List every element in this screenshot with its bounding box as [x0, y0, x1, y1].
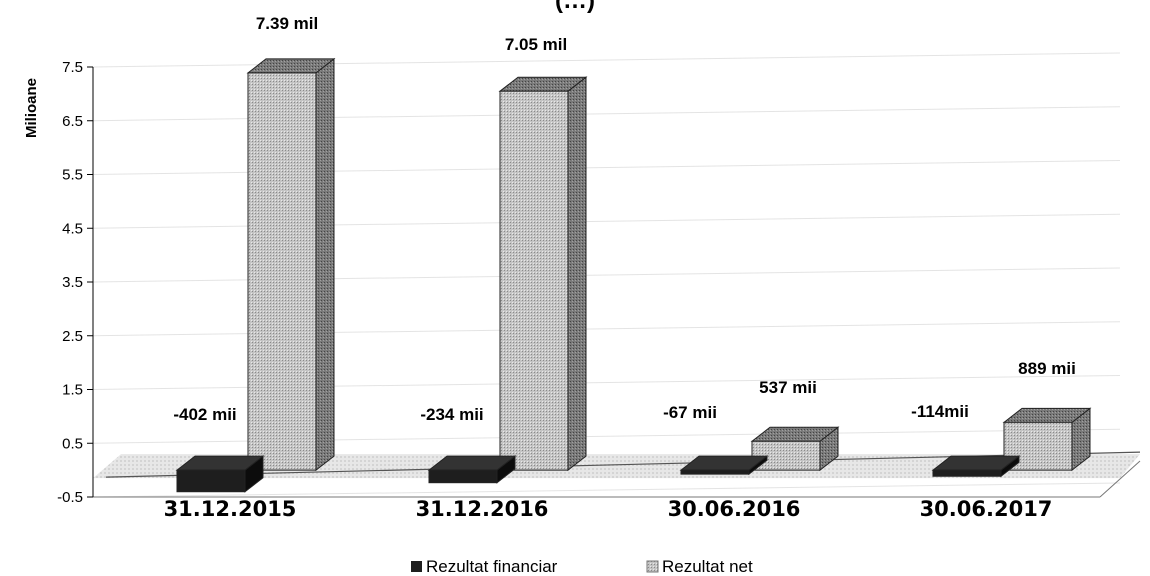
gridline: [92, 52, 1121, 68]
gridline: [92, 482, 1121, 498]
data-label-rezultat-net: 7.05 mil: [505, 35, 567, 54]
y-tick-label: 6.5: [62, 113, 83, 130]
bar-front: [176, 469, 246, 493]
gridlines: [92, 52, 1121, 498]
legend-swatch-rezultat-financiar: [411, 561, 422, 572]
y-tick-label: 1.5: [62, 382, 83, 399]
bar-rezultat-financiar-31-12-2016[interactable]: [427, 455, 517, 484]
data-label-rezultat-net: 889 mii: [1018, 359, 1076, 378]
bars: [175, 57, 1092, 493]
bar-rezultat-financiar-30-06-2016[interactable]: [679, 455, 769, 476]
data-label-rezultat-financiar: -402 mii: [173, 405, 236, 424]
data-label-rezultat-financiar: -67 mii: [663, 403, 717, 422]
data-label-rezultat-net: 537 mii: [759, 378, 817, 397]
bar-front: [499, 90, 569, 471]
gridline: [92, 267, 1121, 283]
y-tick-label: 5.5: [62, 167, 83, 184]
data-label-rezultat-financiar: -234 mii: [420, 405, 483, 424]
bar-rezultat-financiar-30-06-2017[interactable]: [931, 455, 1021, 478]
bar-side: [315, 57, 335, 472]
base-depth-line: [1099, 460, 1141, 498]
legend-label-rezultat-net: Rezultat net: [662, 557, 753, 576]
bar-front: [428, 469, 498, 484]
y-axis: 7.5 6.5 5.5 4.5 3.5 2.5 1.5 0.5 -0.5: [57, 59, 94, 506]
bar-rezultat-net-31-12-2016[interactable]: [498, 76, 588, 472]
x-category-label: 31.12.2016: [416, 497, 549, 521]
data-labels: -402 mii 7.39 mil -234 mii 7.05 mil -67 mii 5…: [173, 14, 1075, 424]
legend-item-rezultat-financiar[interactable]: Rezultat financiar: [411, 557, 558, 576]
gridline: [92, 213, 1121, 229]
data-label-rezultat-financiar: -114mii: [911, 402, 969, 421]
bar-rezultat-net-31-12-2015[interactable]: [246, 57, 336, 472]
bar-front: [932, 469, 1002, 477]
y-tick-label: 4.5: [62, 220, 83, 237]
y-tick-label: -0.5: [57, 489, 83, 506]
gridline: [92, 428, 1121, 444]
chart-title: (…): [555, 0, 595, 14]
x-axis-categories: 31.12.2015 31.12.2016 30.06.2016 30.06.2017: [164, 497, 1053, 521]
x-category-label: 30.06.2016: [668, 497, 801, 521]
y-tick-label: 0.5: [62, 435, 83, 452]
legend-label-rezultat-financiar: Rezultat financiar: [426, 557, 558, 576]
y-axis-title: Milioane: [23, 78, 40, 138]
gridline: [92, 160, 1121, 175]
legend: Rezultat financiar Rezultat net: [411, 557, 753, 576]
x-category-label: 31.12.2015: [164, 497, 297, 521]
data-label-rezultat-net: 7.39 mil: [256, 14, 318, 33]
y-tick-label: 3.5: [62, 274, 83, 291]
y-tick-label: 7.5: [62, 59, 83, 76]
zero-floor: [93, 454, 1140, 479]
gridline: [92, 106, 1121, 122]
legend-item-rezultat-net[interactable]: Rezultat net: [646, 557, 753, 576]
x-category-label: 30.06.2017: [920, 497, 1053, 521]
y-tick-label: 2.5: [62, 328, 83, 345]
gridline: [92, 321, 1121, 337]
gridline: [92, 375, 1121, 390]
bar-front: [680, 469, 750, 475]
bar-rezultat-net-30-06-2017[interactable]: [1002, 407, 1092, 472]
bar-rezultat-financiar-31-12-2015[interactable]: [175, 455, 265, 493]
bar-side: [567, 76, 587, 472]
legend-swatch-rezultat-net: [646, 560, 659, 573]
chart-floor: [93, 451, 1141, 498]
bar-rezultat-net-30-06-2016[interactable]: [750, 426, 840, 472]
bar-front: [247, 72, 317, 471]
